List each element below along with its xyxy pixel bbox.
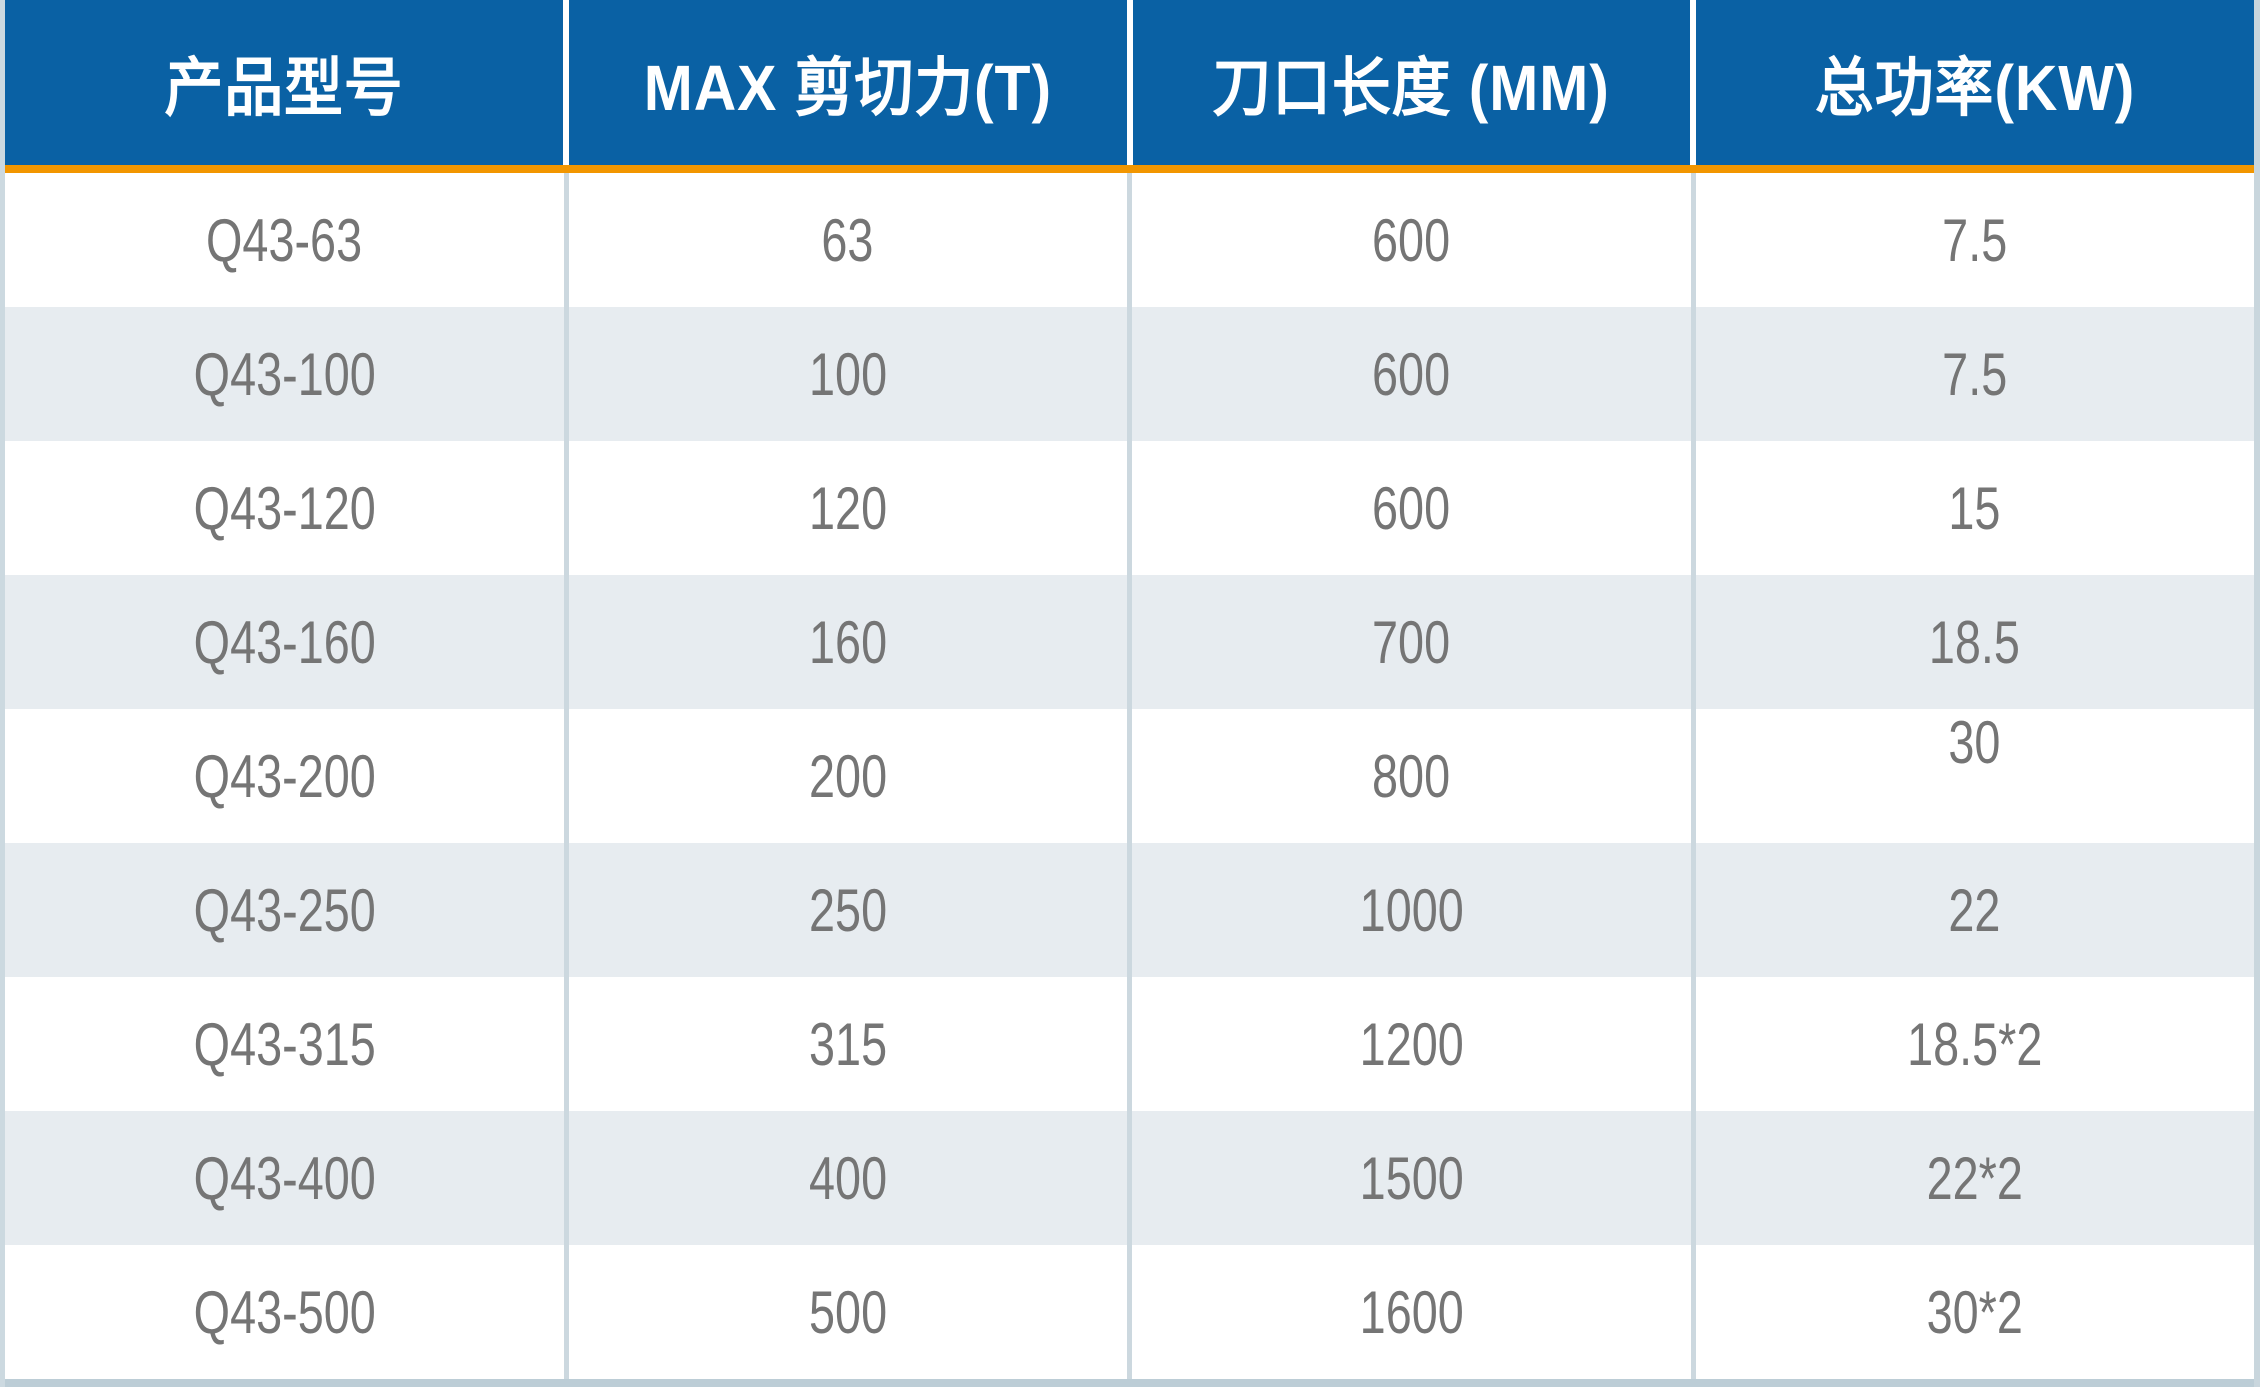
- total-power-value: 7.5: [1942, 206, 2008, 274]
- max-shear-value: 120: [808, 474, 887, 542]
- table-body: Q43-63 63 600 7.5 Q43-100 100 600 7.5 Q4…: [5, 173, 2254, 1379]
- blade-length-value: 600: [1372, 340, 1451, 408]
- total-power-cell: 15: [1696, 441, 2255, 575]
- total-power-cell: 7.5: [1696, 307, 2255, 441]
- total-power-value: 18.5: [1929, 608, 2021, 676]
- total-power-cell: 22*2: [1696, 1111, 2255, 1245]
- max-shear-value: 500: [808, 1278, 887, 1346]
- table-row: Q43-315 315 1200 18.5*2: [5, 977, 2254, 1111]
- total-power-value: 30*2: [1926, 1278, 2023, 1346]
- model-value: Q43-500: [193, 1278, 376, 1346]
- model-value: Q43-200: [193, 742, 376, 810]
- model-cell: Q43-160: [5, 575, 569, 709]
- max-shear-cell: 400: [569, 1111, 1132, 1245]
- model-cell: Q43-500: [5, 1245, 569, 1379]
- total-power-cell: 18.5*2: [1696, 977, 2255, 1111]
- max-shear-cell: 315: [569, 977, 1132, 1111]
- header-label-blade-length: 刀口长度 (MM): [1212, 51, 1611, 124]
- blade-length-cell: 1600: [1132, 1245, 1696, 1379]
- max-shear-value: 160: [808, 608, 887, 676]
- max-shear-value: 200: [808, 742, 887, 810]
- blade-length-cell: 800: [1132, 709, 1696, 843]
- total-power-value: 7.5: [1942, 340, 2008, 408]
- table-row: Q43-120 120 600 15: [5, 441, 2254, 575]
- max-shear-cell: 500: [569, 1245, 1132, 1379]
- table-row: Q43-500 500 1600 30*2: [5, 1245, 2254, 1379]
- total-power-value: 22*2: [1926, 1144, 2023, 1212]
- total-power-cell: 22: [1696, 843, 2255, 977]
- model-cell: Q43-200: [5, 709, 569, 843]
- blade-length-cell: 600: [1132, 441, 1696, 575]
- max-shear-value: 250: [808, 876, 887, 944]
- model-cell: Q43-63: [5, 173, 569, 307]
- header-cell-total-power: 总功率(KW): [1696, 0, 2254, 165]
- max-shear-value: 63: [821, 206, 874, 274]
- model-cell: Q43-250: [5, 843, 569, 977]
- blade-length-value: 600: [1372, 206, 1451, 274]
- table-row: Q43-100 100 600 7.5: [5, 307, 2254, 441]
- blade-length-cell: 600: [1132, 173, 1696, 307]
- max-shear-cell: 250: [569, 843, 1132, 977]
- blade-length-value: 1000: [1359, 876, 1464, 944]
- header-label-total-power: 总功率(KW): [1814, 51, 2136, 124]
- blade-length-cell: 600: [1132, 307, 1696, 441]
- model-value: Q43-400: [193, 1144, 376, 1212]
- model-cell: Q43-120: [5, 441, 569, 575]
- model-cell: Q43-315: [5, 977, 569, 1111]
- bottom-accent-bar: [5, 1379, 2254, 1387]
- blade-length-value: 1600: [1359, 1278, 1464, 1346]
- max-shear-cell: 63: [569, 173, 1132, 307]
- table-header-row: 产品型号 MAX 剪切力(T) 刀口长度 (MM) 总功率(KW): [5, 0, 2254, 165]
- model-cell: Q43-400: [5, 1111, 569, 1245]
- max-shear-cell: 200: [569, 709, 1132, 843]
- blade-length-value: 1500: [1359, 1144, 1464, 1212]
- table-row: Q43-250 250 1000 22: [5, 843, 2254, 977]
- total-power-cell: 7.5: [1696, 173, 2255, 307]
- header-label-max-shear: MAX 剪切力(T): [643, 51, 1052, 124]
- max-shear-cell: 120: [569, 441, 1132, 575]
- model-value: Q43-120: [193, 474, 376, 542]
- header-cell-max-shear: MAX 剪切力(T): [568, 0, 1133, 165]
- max-shear-value: 400: [808, 1144, 887, 1212]
- table-row: Q43-160 160 700 18.5: [5, 575, 2254, 709]
- total-power-value: 22: [1948, 876, 2001, 944]
- table-row: Q43-63 63 600 7.5: [5, 173, 2254, 307]
- header-label-model: 产品型号: [164, 51, 404, 124]
- blade-length-cell: 1000: [1132, 843, 1696, 977]
- total-power-value: 18.5*2: [1907, 1010, 2043, 1078]
- max-shear-value: 100: [808, 340, 887, 408]
- header-cell-model: 产品型号: [5, 0, 569, 165]
- total-power-cell: 30: [1696, 709, 2255, 843]
- model-value: Q43-160: [193, 608, 376, 676]
- total-power-cell: 18.5: [1696, 575, 2255, 709]
- total-power-value: 15: [1948, 474, 2001, 542]
- model-value: Q43-315: [193, 1010, 376, 1078]
- blade-length-value: 1200: [1359, 1010, 1464, 1078]
- max-shear-cell: 160: [569, 575, 1132, 709]
- blade-length-value: 800: [1372, 742, 1451, 810]
- blade-length-cell: 1500: [1132, 1111, 1696, 1245]
- table-row: Q43-200 200 800 30: [5, 709, 2254, 843]
- model-value: Q43-100: [193, 340, 376, 408]
- blade-length-cell: 700: [1132, 575, 1696, 709]
- max-shear-cell: 100: [569, 307, 1132, 441]
- model-value: Q43-250: [193, 876, 376, 944]
- total-power-cell: 30*2: [1696, 1245, 2255, 1379]
- blade-length-value: 700: [1372, 608, 1451, 676]
- total-power-value: 30: [1948, 708, 2001, 776]
- max-shear-value: 315: [808, 1010, 887, 1078]
- model-value: Q43-63: [206, 206, 363, 274]
- header-cell-blade-length: 刀口长度 (MM): [1132, 0, 1697, 165]
- blade-length-cell: 1200: [1132, 977, 1696, 1111]
- blade-length-value: 600: [1372, 474, 1451, 542]
- orange-accent-bar: [5, 165, 2254, 173]
- table-row: Q43-400 400 1500 22*2: [5, 1111, 2254, 1245]
- model-cell: Q43-100: [5, 307, 569, 441]
